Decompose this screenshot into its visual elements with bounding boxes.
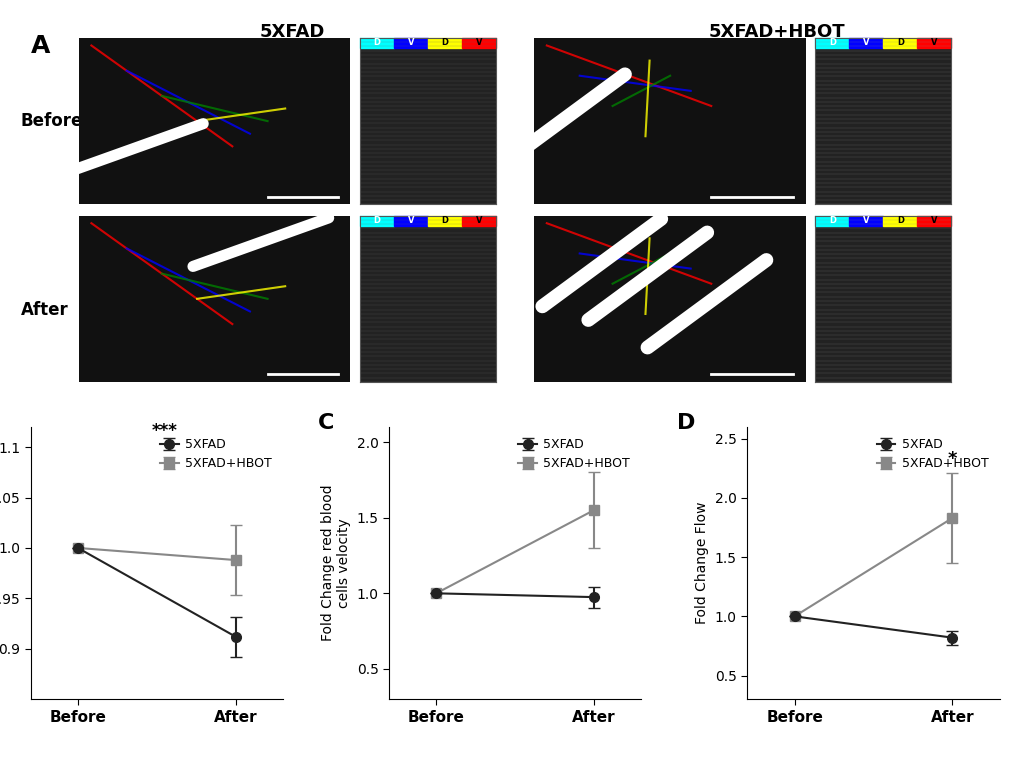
Text: *: * — [947, 451, 956, 468]
Text: After: After — [20, 301, 68, 319]
Text: 5XFAD+HBOT: 5XFAD+HBOT — [708, 23, 844, 41]
Legend: 5XFAD, 5XFAD+HBOT: 5XFAD, 5XFAD+HBOT — [871, 433, 993, 476]
Y-axis label: Fold Change Flow: Fold Change Flow — [695, 502, 708, 624]
Text: D: D — [676, 413, 694, 433]
Text: ***: *** — [152, 423, 177, 440]
Legend: 5XFAD, 5XFAD+HBOT: 5XFAD, 5XFAD+HBOT — [513, 433, 635, 476]
Text: 5XFAD: 5XFAD — [259, 23, 325, 41]
Text: A: A — [31, 34, 50, 59]
Text: C: C — [318, 413, 334, 433]
Legend: 5XFAD, 5XFAD+HBOT: 5XFAD, 5XFAD+HBOT — [155, 433, 276, 476]
Text: Before: Before — [20, 112, 84, 130]
Y-axis label: Fold Change red blood
cells velocity: Fold Change red blood cells velocity — [320, 485, 351, 641]
